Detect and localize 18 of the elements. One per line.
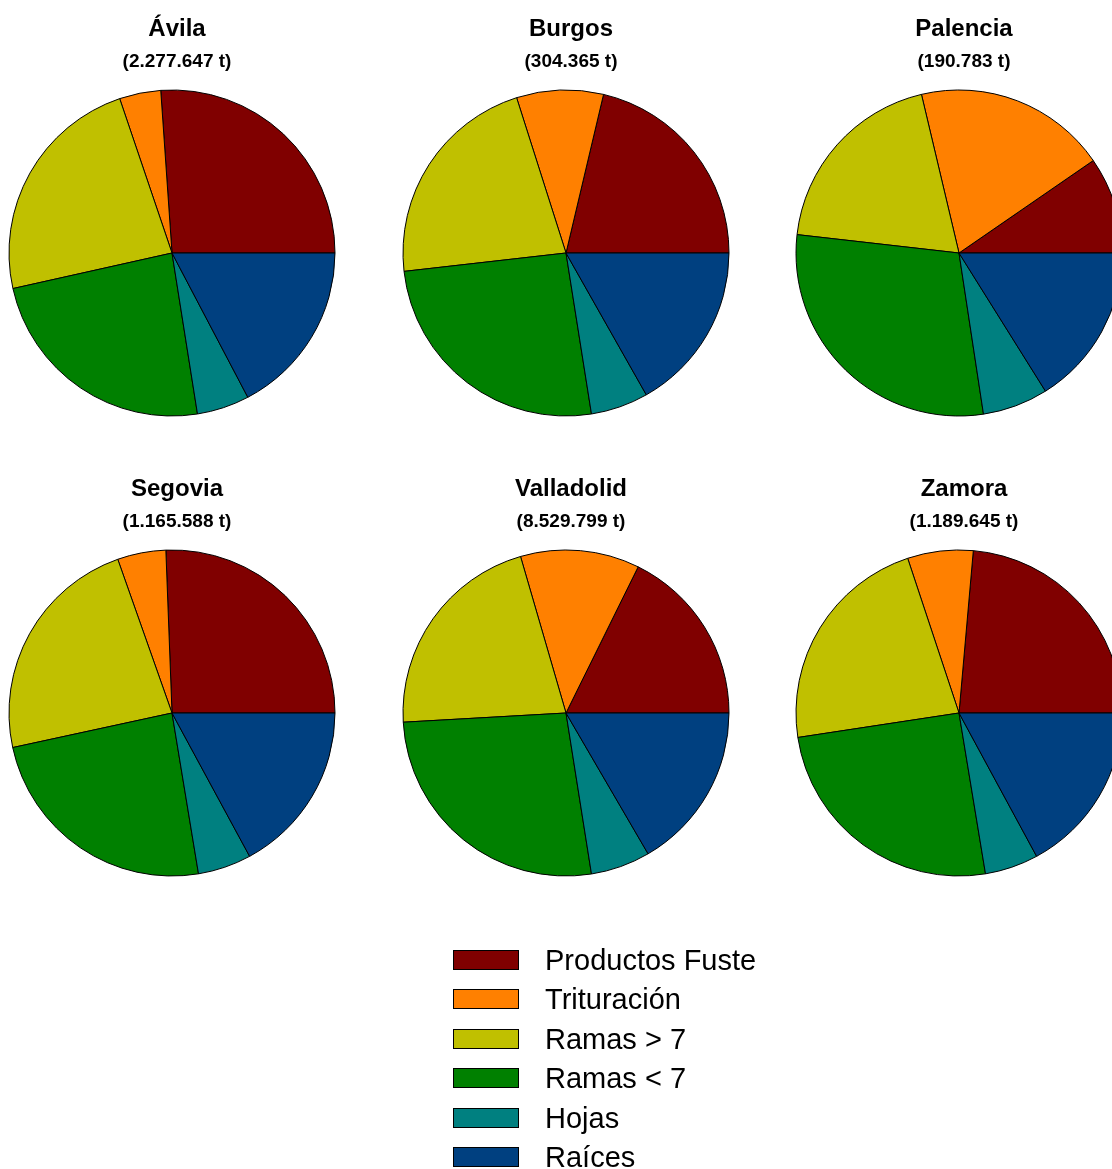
chart-subtitle: (1.189.645 t) <box>909 510 1019 531</box>
chart-subtitle: (1.165.588 t) <box>122 510 232 531</box>
legend-label: Hojas <box>545 1101 620 1134</box>
chart-title: Zamora <box>920 473 1008 501</box>
chart-subtitle: (8.529.799 t) <box>516 510 626 531</box>
legend-label: Raíces <box>545 1141 636 1169</box>
chart-title: Palencia <box>915 13 1014 41</box>
chart-title: Segovia <box>130 473 224 501</box>
chart-title: Valladolid <box>514 473 628 501</box>
legend-label: Productos Fuste <box>545 943 757 976</box>
legend-label: Ramas > 7 <box>545 1022 687 1055</box>
legend-label: Trituración <box>545 983 681 1016</box>
chart-subtitle: (2.277.647 t) <box>122 50 232 71</box>
chart-title: Ávila <box>148 13 207 41</box>
chart-title: Burgos <box>529 13 613 41</box>
legend-label: Ramas < 7 <box>545 1062 687 1095</box>
chart-subtitle: (304.365 t) <box>524 50 618 71</box>
chart-subtitle: (190.783 t) <box>917 50 1011 71</box>
